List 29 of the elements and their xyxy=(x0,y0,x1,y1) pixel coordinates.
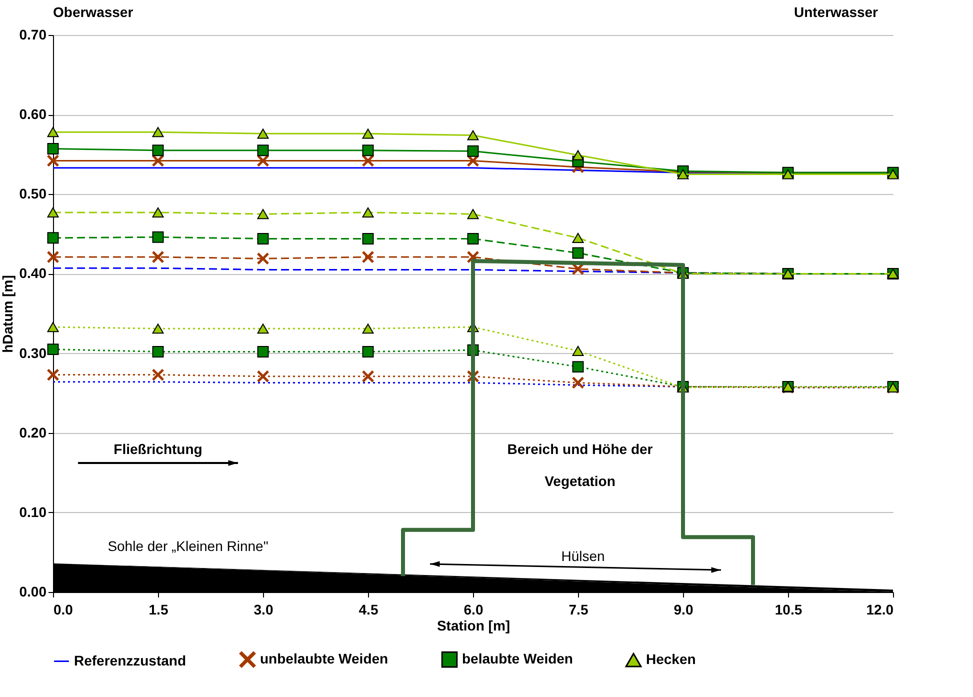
x-tick-label: 7.5 xyxy=(568,602,588,618)
x-tick-label: 1.5 xyxy=(148,602,168,618)
text: Oberwasser xyxy=(53,4,134,20)
legend-label: Hecken xyxy=(646,651,696,668)
x-tick-label: 9.0 xyxy=(674,602,694,618)
x-tick-label: 3.0 xyxy=(254,602,274,618)
x-tick-label: 0.0 xyxy=(54,602,74,618)
y-axis-title: hDatum [m] xyxy=(0,275,16,353)
x-tick-label: 4.5 xyxy=(358,602,378,618)
annotation: Sohle der „Kleinen Rinne" xyxy=(108,538,268,554)
y-tick-label: 0.30 xyxy=(19,344,47,361)
y-tick-label: 0.50 xyxy=(19,186,47,202)
legend-label: Referenzzustand xyxy=(74,652,186,668)
annotation: Hülsen xyxy=(561,548,605,564)
y-tick-label: 0.20 xyxy=(19,424,47,440)
text: Unterwasser xyxy=(794,4,879,20)
x-tick-label: 12.0 xyxy=(866,602,894,618)
x-tick-label: 6.0 xyxy=(464,602,484,618)
y-tick-label: 0.10 xyxy=(19,504,47,520)
legend-label: unbelaubte Weiden xyxy=(260,650,388,667)
y-tick-label: 0.00 xyxy=(19,584,47,600)
annotation: Bereich und Höhe der Vegetation xyxy=(507,441,654,489)
y-tick-label: 0.70 xyxy=(19,26,47,42)
x-tick-label: 10.5 xyxy=(774,602,802,618)
legend-label: belaubte Weiden xyxy=(462,650,573,667)
y-tick-label: 0.60 xyxy=(19,106,47,122)
annotation: Fließrichtung xyxy=(114,441,202,457)
x-axis-title: Station [m] xyxy=(436,618,510,634)
y-tick-label: 0.40 xyxy=(19,265,47,282)
